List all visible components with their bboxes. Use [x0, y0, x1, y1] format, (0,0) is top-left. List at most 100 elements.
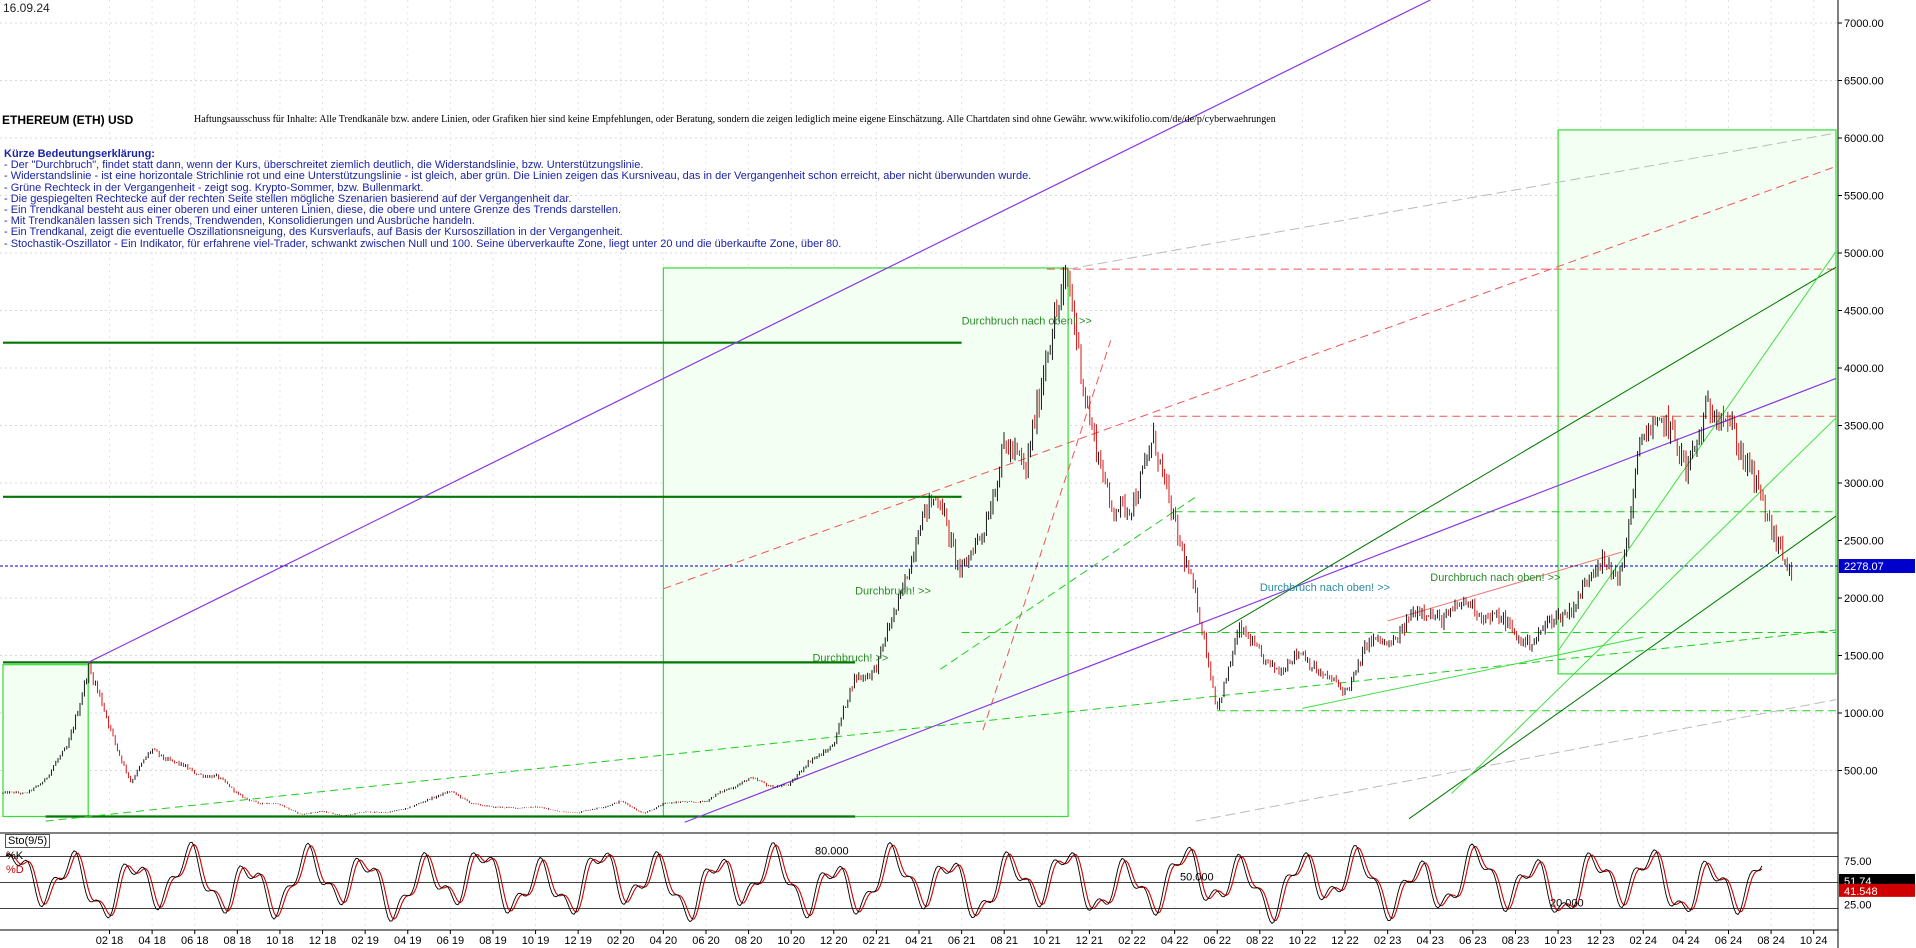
trend-lines	[3, 0, 1837, 823]
legend-heading: Kürze Bedeutungserklärung:	[4, 148, 155, 160]
stoch-k-line	[5, 841, 1763, 925]
y-tick-label: 2000.00	[1844, 593, 1884, 605]
x-tick-label: 12 22	[1331, 935, 1359, 947]
x-tick-label: 10 23	[1544, 935, 1572, 947]
annotations: Durchbruch nach oben! >> Durchbruch! >> Du…	[812, 315, 1560, 664]
x-tick-label: 08 19	[479, 935, 507, 947]
y-tick-label: 4000.00	[1844, 363, 1884, 375]
trend-line	[1408, 515, 1837, 820]
x-tick-label: 10 22	[1289, 935, 1317, 947]
legend-line: - Grüne Rechteck in der Vergangenheit - …	[4, 181, 424, 194]
disclaimer-text: Haftungsausschuss für Inhalte: Alle Tren…	[194, 114, 1276, 125]
trend-line	[1387, 551, 1623, 622]
annotation-label: Durchbruch nach oben! >>	[1260, 582, 1390, 594]
x-tick-label: 04 23	[1416, 935, 1444, 947]
y-tick-label: 1000.00	[1844, 708, 1884, 720]
annotation-label: Durchbruch nach oben! >>	[1430, 572, 1560, 584]
x-tick-label: 12 20	[820, 935, 848, 947]
y-tick-label: 3500.00	[1844, 421, 1884, 433]
x-tick-label: 06 23	[1459, 935, 1487, 947]
legend-line: - Stochastik-Oszillator - Ein Indikator,…	[4, 237, 842, 250]
k-last-box	[1839, 873, 1915, 887]
legend-line: - Ein Trendkanal, zeigt die eventuelle O…	[4, 226, 623, 239]
x-tick-label: 06 18	[181, 935, 209, 947]
d-last-box	[1839, 883, 1915, 897]
level-label: 50.000	[1180, 872, 1214, 884]
green-boxes	[2, 129, 1837, 818]
legend-line: - Mit Trendkanälen lassen sich Trends, T…	[4, 215, 475, 228]
y-tick-label: 5500.00	[1844, 191, 1884, 203]
stoch-d-line	[5, 843, 1763, 922]
x-tick-label: 02 19	[351, 935, 379, 947]
level-label: 80.000	[815, 845, 849, 857]
indicator-name[interactable]: Sto(9/5)	[5, 834, 51, 848]
x-tick-label: 08 22	[1246, 935, 1274, 947]
x-tick-label: 04 22	[1161, 935, 1189, 947]
trend-line	[684, 377, 1837, 823]
x-tick-label: 08 24	[1757, 935, 1785, 947]
annotation-label: Durchbruch! >>	[812, 652, 888, 664]
y-tick-label: 6500.00	[1844, 76, 1884, 88]
legend-line: - Ein Trendkanal besteht aus einer obere…	[4, 204, 622, 217]
price-y-axis: 500.00 1000.00 1500.00 2000.00 2500.00 3000.0…	[1837, 0, 1884, 948]
indicator-k-label: %K	[6, 850, 24, 862]
x-tick-label: 06 19	[437, 935, 465, 947]
x-tick-label: 02 24	[1630, 935, 1658, 947]
x-tick-label: 06 24	[1715, 935, 1743, 947]
trend-line	[45, 629, 1837, 822]
x-tick-label: 12 19	[564, 935, 592, 947]
trend-line	[1302, 636, 1644, 709]
x-tick-label: 08 20	[735, 935, 763, 947]
x-tick-label: 02 23	[1374, 935, 1402, 947]
x-tick-label: 12 18	[309, 935, 337, 947]
d-last-label: 41.548	[1844, 886, 1878, 898]
x-tick-label: 02 21	[863, 935, 891, 947]
trend-line	[1068, 132, 1837, 270]
x-tick-label: 06 20	[692, 935, 720, 947]
legend-line: - Widerstandslinie - ist eine horizontal…	[4, 170, 1032, 183]
y-tick-label: 5000.00	[1844, 248, 1884, 260]
x-tick-label: 02 20	[607, 935, 635, 947]
x-tick-label: 04 18	[138, 935, 166, 947]
legend-line: - Die gespiegelten Rechtecke auf der rec…	[4, 192, 572, 205]
x-tick-label: 06 22	[1203, 935, 1231, 947]
date-x-axis: 02 18 04 18 06 18 08 18 10 18 12 18 02 19 04 19…	[0, 929, 1838, 947]
chart-title: ETHEREUM (ETH) USD	[2, 113, 134, 127]
y-tick-label: 2500.00	[1844, 536, 1884, 548]
trend-line	[1195, 699, 1837, 822]
last-price-marker: 2278.07	[0, 559, 1915, 574]
green-box	[662, 267, 1069, 818]
indicator-d-label: %D	[6, 864, 24, 876]
x-tick-label: 04 21	[905, 935, 933, 947]
y-tick-label: 6000.00	[1844, 133, 1884, 145]
annotation-label: Durchbruch! >>	[855, 586, 931, 598]
legend-line: - Der "Durchbruch", findet statt dann, w…	[4, 159, 644, 172]
y-tick-label: 1500.00	[1844, 651, 1884, 663]
x-tick-label: 08 18	[224, 935, 252, 947]
green-box	[2, 664, 89, 818]
x-tick-label: 08 21	[990, 935, 1018, 947]
x-tick-label: 10 18	[266, 935, 294, 947]
x-tick-label: 04 20	[650, 935, 678, 947]
x-tick-label: 10 24	[1800, 935, 1828, 947]
x-tick-label: 10 21	[1033, 935, 1061, 947]
price-candles	[2, 264, 1793, 816]
y-tick-label: 500.00	[1844, 766, 1878, 778]
x-tick-label: 08 23	[1502, 935, 1530, 947]
x-tick-label: 10 19	[522, 935, 550, 947]
trend-line	[1216, 266, 1837, 633]
x-tick-label: 04 19	[394, 935, 422, 947]
last-price-box	[1839, 559, 1915, 574]
y-tick-label: 4500.00	[1844, 306, 1884, 318]
x-tick-label: 02 18	[96, 935, 124, 947]
ind-tick-label: 75.00	[1844, 856, 1872, 868]
x-tick-label: 12 21	[1076, 935, 1104, 947]
last-price-label: 2278.07	[1844, 561, 1884, 573]
trend-line	[1451, 417, 1837, 794]
green-box	[1557, 129, 1837, 675]
annotation-label: Durchbruch nach oben! >>	[962, 315, 1092, 327]
y-tick-label: 7000.00	[1844, 18, 1884, 30]
legend-box: Kürze Bedeutungserklärung: - Der "Durchb…	[4, 148, 1032, 250]
